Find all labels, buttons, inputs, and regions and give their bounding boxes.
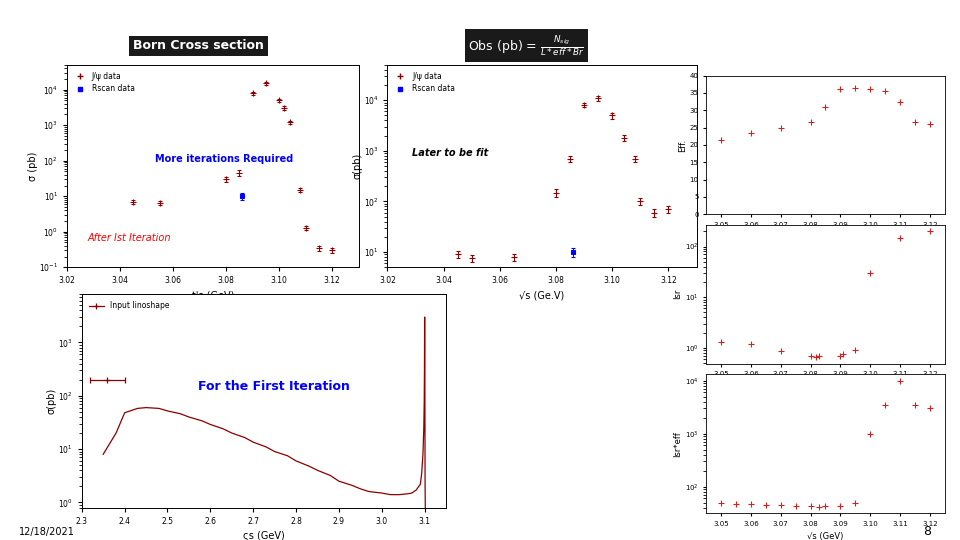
Text: 8: 8 [924, 524, 931, 538]
Y-axis label: Isr*eff: Isr*eff [673, 431, 682, 457]
X-axis label: ςs (GeV): ςs (GeV) [243, 531, 285, 540]
Text: Obs (pb) = $\frac{N_{sig}}{L*eff*Br}$: Obs (pb) = $\frac{N_{sig}}{L*eff*Br}$ [468, 33, 585, 59]
X-axis label: √s (GeV): √s (GeV) [807, 383, 844, 392]
Text: Later to be fit: Later to be fit [412, 148, 489, 158]
Y-axis label: Isr: Isr [673, 289, 682, 300]
Y-axis label: σ (pb): σ (pb) [28, 151, 37, 181]
Legend: J/ψ data, Rscan data: J/ψ data, Rscan data [392, 69, 458, 97]
Y-axis label: Eff.: Eff. [678, 138, 686, 152]
X-axis label: t's (GeV): t's (GeV) [192, 291, 234, 301]
Legend: Input linoshape: Input linoshape [85, 298, 173, 313]
Text: For the First Iteration: For the First Iteration [199, 380, 350, 393]
Y-axis label: σ(pb): σ(pb) [352, 153, 362, 179]
Text: 12/18/2021: 12/18/2021 [19, 526, 75, 537]
Text: Born Cross section: Born Cross section [132, 39, 264, 52]
Text: More iterations Required: More iterations Required [155, 154, 293, 164]
X-axis label: √s (GeV): √s (GeV) [807, 532, 844, 540]
Legend: J/ψ data, Rscan data: J/ψ data, Rscan data [71, 69, 137, 97]
X-axis label: √s (GeV): √s (GeV) [807, 233, 844, 242]
X-axis label: √s (Ge.V): √s (Ge.V) [519, 291, 564, 301]
Y-axis label: σ(pb): σ(pb) [46, 388, 57, 414]
Text: After Ist Iteration: After Ist Iteration [87, 233, 171, 243]
